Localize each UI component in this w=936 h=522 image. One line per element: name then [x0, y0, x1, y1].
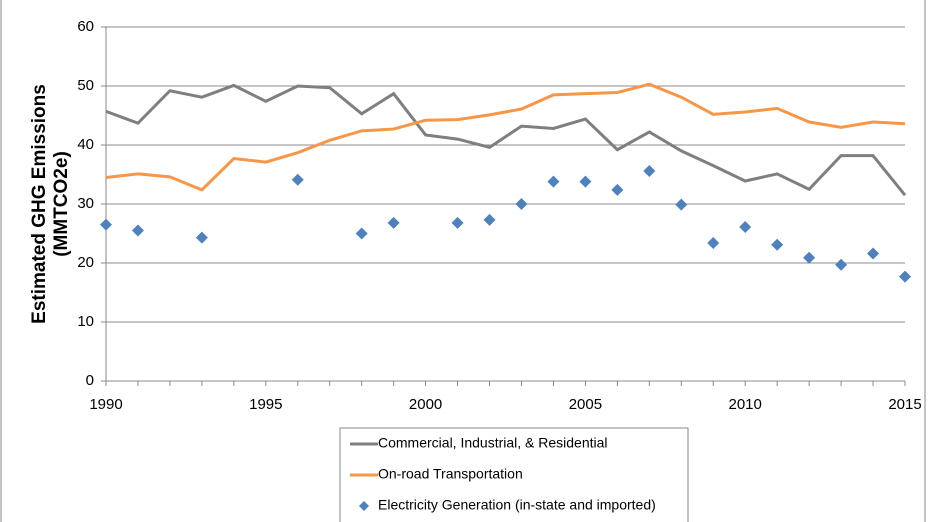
- data-point: [643, 164, 656, 177]
- y-tick-label: 0: [86, 372, 94, 389]
- data-point: [739, 221, 752, 234]
- x-tick-label: 2005: [569, 396, 602, 413]
- x-tick-label: 2000: [409, 396, 442, 413]
- x-tick-label: 2015: [888, 396, 921, 413]
- legend-label: Electricity Generation (in-state and imp…: [378, 497, 656, 513]
- y-axis-label: Estimated GHG Emissions: [29, 84, 50, 324]
- y-tick-label: 50: [77, 77, 94, 94]
- y-axis-label: (MMTCO2e): [51, 151, 72, 257]
- data-point: [803, 251, 816, 264]
- data-point: [867, 247, 880, 260]
- data-point: [611, 183, 624, 196]
- y-tick-label: 20: [77, 254, 94, 271]
- data-point: [515, 198, 528, 210]
- y-tick-label: 10: [77, 313, 94, 330]
- legend-label: On-road Transportation: [378, 466, 523, 482]
- data-point: [291, 173, 304, 186]
- y-tick-label: 40: [77, 136, 94, 153]
- data-point: [547, 175, 560, 188]
- y-tick-label: 60: [77, 18, 94, 35]
- data-point: [483, 213, 496, 226]
- y-tick-label: 30: [77, 195, 94, 212]
- data-point: [131, 224, 144, 237]
- data-point: [835, 258, 848, 271]
- data-point: [899, 270, 911, 283]
- data-point: [771, 238, 784, 251]
- data-point: [579, 175, 592, 188]
- data-point: [100, 218, 112, 231]
- legend-label: Commercial, Industrial, & Residential: [378, 435, 608, 451]
- series-line: [105, 83, 907, 197]
- data-point: [707, 236, 720, 249]
- series-line: [105, 82, 906, 192]
- data-point: [387, 216, 400, 229]
- data-point: [451, 216, 464, 229]
- x-tick-label: 2010: [729, 396, 762, 413]
- legend-box: [339, 427, 689, 522]
- x-tick-label: 1990: [89, 396, 122, 413]
- x-tick-label: 1995: [249, 396, 282, 413]
- data-point: [355, 227, 368, 240]
- data-point: [675, 198, 688, 211]
- data-point: [195, 231, 208, 244]
- legend-swatch: [359, 501, 369, 511]
